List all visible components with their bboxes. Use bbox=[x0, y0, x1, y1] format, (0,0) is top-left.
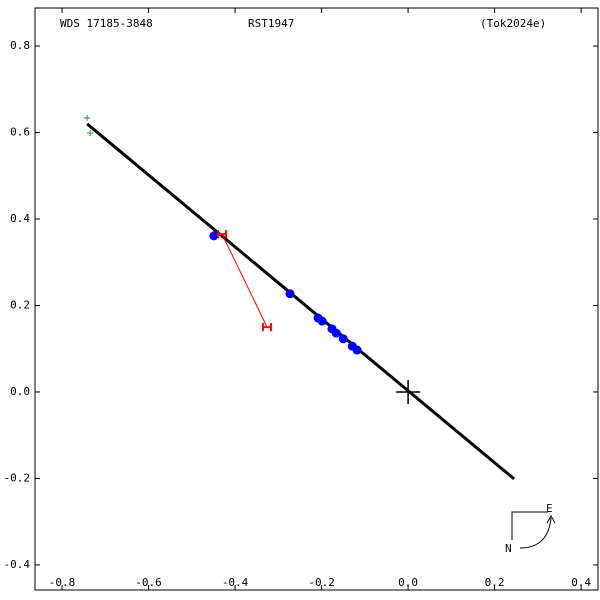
observation bbox=[285, 289, 295, 299]
compass-axes bbox=[511, 511, 548, 540]
compass-n: N bbox=[505, 542, 512, 555]
header-ref: (Tok2024e) bbox=[480, 17, 546, 30]
observation bbox=[317, 316, 327, 326]
y-tick-label: 0.8 bbox=[10, 39, 30, 52]
y-tick-label: 0.2 bbox=[10, 298, 30, 311]
y-tick-label: -0.4 bbox=[4, 558, 31, 571]
measure-point bbox=[217, 230, 228, 239]
x-tick-label: -0.6 bbox=[135, 576, 162, 589]
y-tick-label: 0.0 bbox=[10, 385, 30, 398]
plus-point bbox=[87, 129, 94, 136]
x-tick-label: 0.2 bbox=[485, 576, 505, 589]
x-tick-label: 0.4 bbox=[571, 576, 591, 589]
y-tick-label: 0.4 bbox=[10, 212, 30, 225]
observation bbox=[209, 231, 219, 241]
observation bbox=[331, 328, 341, 338]
x-tick-label: -0.8 bbox=[49, 576, 76, 589]
compass-arrow bbox=[519, 517, 552, 549]
measure-point bbox=[262, 323, 273, 332]
y-tick-label: 0.6 bbox=[10, 126, 30, 139]
compass-arrowhead bbox=[546, 514, 556, 524]
x-tick-label: -0.4 bbox=[222, 576, 249, 589]
measure-line bbox=[221, 233, 268, 328]
plot-frame bbox=[34, 7, 599, 591]
orbit-line bbox=[86, 122, 516, 481]
x-tick-label: -0.2 bbox=[308, 576, 335, 589]
plus-point bbox=[84, 114, 91, 121]
header-name: RST1947 bbox=[248, 17, 294, 30]
header-wds: WDS 17185-3848 bbox=[60, 17, 153, 30]
compass-e: E bbox=[546, 502, 553, 515]
x-tick-label: 0.0 bbox=[398, 576, 418, 589]
observation bbox=[338, 334, 348, 344]
observation bbox=[352, 345, 362, 355]
y-tick-label: -0.2 bbox=[4, 471, 31, 484]
